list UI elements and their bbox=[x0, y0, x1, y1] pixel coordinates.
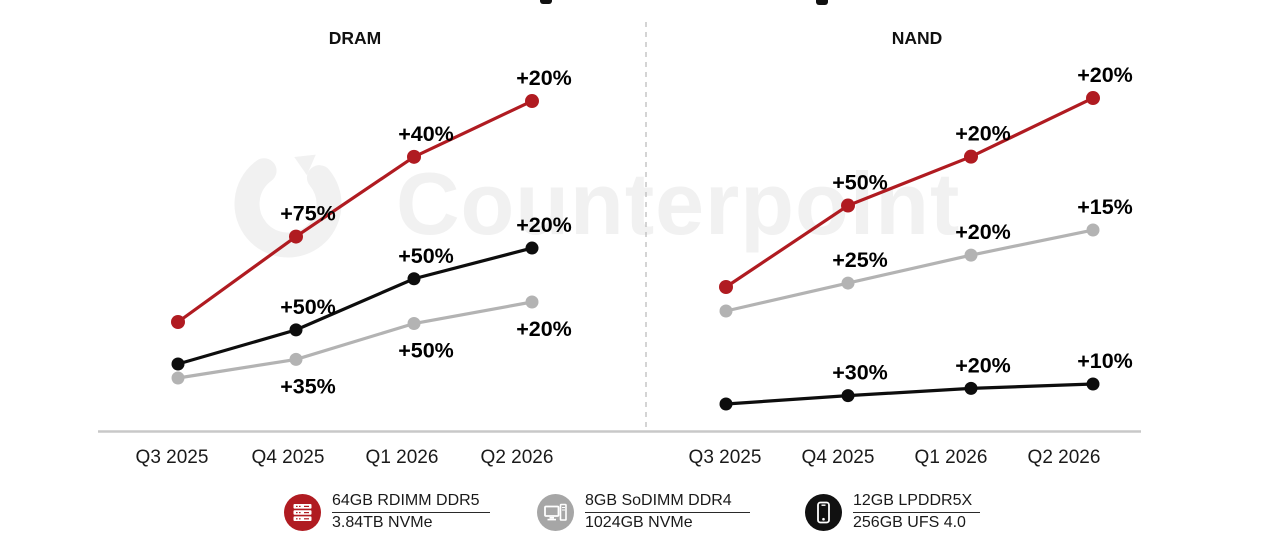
x-axis-tick-label: Q3 2025 bbox=[689, 447, 762, 468]
series-line bbox=[725, 228, 1094, 313]
data-point bbox=[289, 352, 303, 366]
data-point-label: +20% bbox=[955, 220, 1011, 244]
x-axis-tick-label: Q1 2026 bbox=[915, 447, 988, 468]
data-point bbox=[719, 304, 733, 318]
data-point bbox=[289, 323, 303, 337]
data-point bbox=[525, 241, 539, 255]
data-point bbox=[407, 149, 421, 164]
data-point-label: +30% bbox=[832, 361, 888, 385]
data-point-label: +50% bbox=[832, 171, 888, 195]
x-axis-tick-label: Q1 2026 bbox=[366, 447, 439, 468]
data-point bbox=[964, 149, 978, 164]
data-point bbox=[841, 276, 855, 290]
cropped-title-remnant bbox=[816, 0, 828, 5]
legend-label-dram: 12GB LPDDR5X bbox=[853, 492, 981, 513]
x-axis-tick-label: Q2 2026 bbox=[481, 447, 554, 468]
data-point-label: +40% bbox=[398, 122, 454, 146]
legend-label-nand: 256GB UFS 4.0 bbox=[853, 513, 966, 531]
x-axis-tick-label: Q4 2025 bbox=[252, 447, 325, 468]
data-point bbox=[1086, 91, 1100, 106]
data-point bbox=[171, 315, 185, 329]
legend-item-server: 64GB RDIMM DDR5 3.84TB NVMe bbox=[284, 492, 490, 532]
legend-item-pc: 8GB SoDIMM DDR4 1024GB NVMe bbox=[537, 492, 750, 532]
data-point bbox=[964, 248, 978, 262]
data-point bbox=[525, 94, 539, 109]
data-point-label: +10% bbox=[1077, 349, 1133, 373]
x-axis-tick-label: Q4 2025 bbox=[802, 447, 875, 468]
series-line bbox=[177, 246, 533, 366]
data-point bbox=[841, 198, 855, 213]
data-point bbox=[407, 272, 421, 286]
series-line bbox=[725, 96, 1094, 289]
data-point bbox=[1086, 223, 1100, 237]
panel-title-nand: NAND bbox=[892, 28, 943, 48]
data-point-label: +75% bbox=[280, 202, 336, 226]
panel-title-dram: DRAM bbox=[329, 28, 382, 48]
data-point bbox=[171, 371, 185, 385]
data-point-label: +35% bbox=[280, 374, 336, 398]
x-axis-tick-label: Q2 2026 bbox=[1028, 447, 1101, 468]
data-point-label: +20% bbox=[516, 213, 572, 237]
data-point-label: +50% bbox=[398, 339, 454, 363]
cropped-title-remnant bbox=[540, 0, 552, 4]
legend-label-dram: 8GB SoDIMM DDR4 bbox=[585, 492, 750, 513]
x-axis-tick-label: Q3 2025 bbox=[136, 447, 209, 468]
desktop-pc-icon bbox=[537, 494, 574, 531]
data-point-label: +50% bbox=[398, 244, 454, 268]
legend-item-smartphone: 12GB LPDDR5X 256GB UFS 4.0 bbox=[805, 492, 981, 532]
smartphone-icon bbox=[805, 494, 842, 531]
data-point bbox=[407, 317, 421, 331]
legend-label-nand: 1024GB NVMe bbox=[585, 513, 693, 531]
series-line bbox=[725, 382, 1094, 406]
data-point-label: +20% bbox=[955, 122, 1011, 146]
legend-label-dram: 64GB RDIMM DDR5 bbox=[332, 492, 490, 513]
data-point bbox=[525, 295, 539, 309]
server-icon bbox=[284, 494, 321, 531]
data-point-label: +25% bbox=[832, 248, 888, 272]
data-point bbox=[719, 280, 733, 294]
data-point-label: +20% bbox=[516, 317, 572, 341]
data-point bbox=[841, 389, 855, 403]
data-point bbox=[171, 357, 185, 371]
data-point-label: +20% bbox=[955, 353, 1011, 377]
data-point bbox=[964, 381, 978, 395]
series-line bbox=[177, 99, 533, 324]
data-point bbox=[719, 397, 733, 411]
legend-label-nand: 3.84TB NVMe bbox=[332, 513, 433, 531]
series-line bbox=[177, 300, 533, 380]
data-point-label: +50% bbox=[280, 295, 336, 319]
data-point-label: +15% bbox=[1077, 195, 1133, 219]
data-point-label: +20% bbox=[516, 66, 572, 90]
data-point bbox=[289, 229, 303, 244]
data-point bbox=[1086, 377, 1100, 391]
data-point-label: +20% bbox=[1077, 63, 1133, 87]
